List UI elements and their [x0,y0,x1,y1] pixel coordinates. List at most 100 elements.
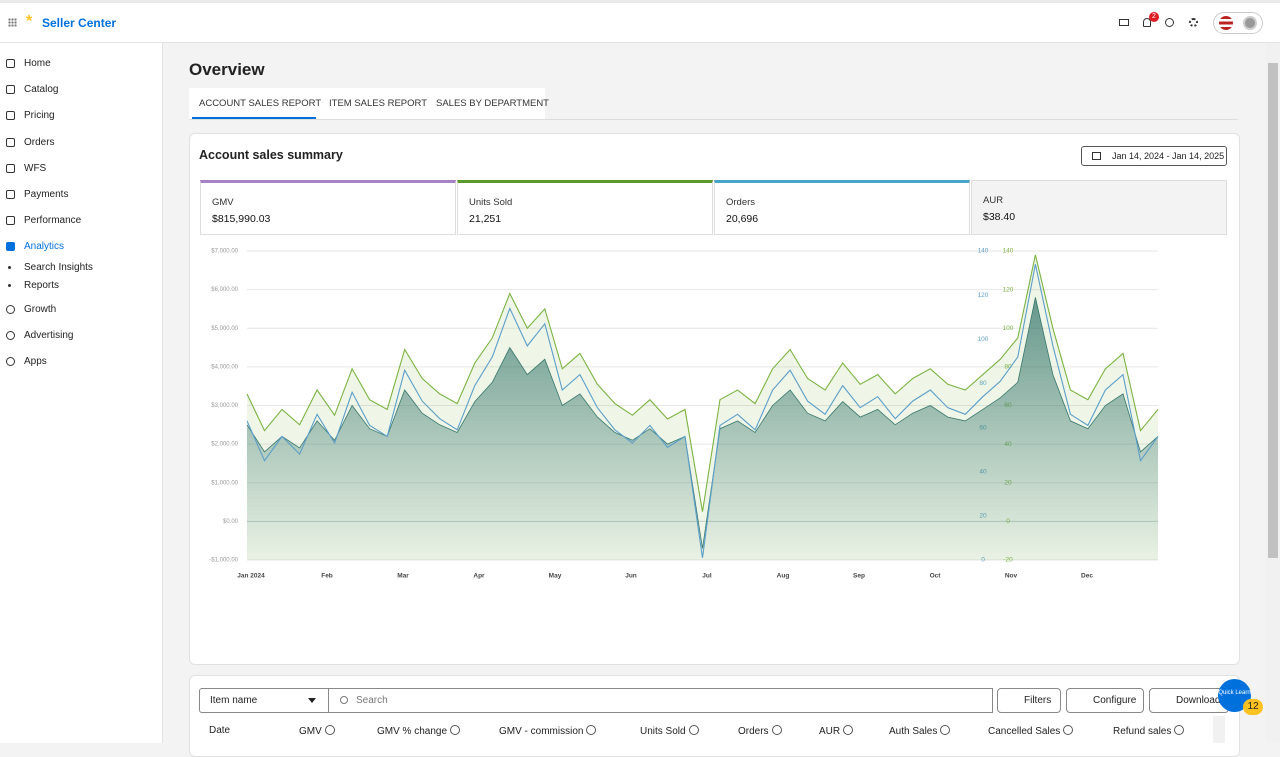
metric-card[interactable]: AUR $38.40 [971,180,1227,235]
x-tick-label: Jul [702,573,712,580]
column-label: Refund sales [1113,726,1172,737]
info-icon [450,725,461,735]
column-header: Auth Sales [889,725,951,737]
chart: -$1,000.00 $0.00 $1,000.00 $2,000.00 $3,000.… [209,248,1159,580]
x-tick-label: Dec [1081,573,1093,580]
quick-learn-label: Quick Learn [1218,690,1251,696]
search-input[interactable]: Search [329,688,993,713]
nav-item[interactable]: Growth [24,304,57,315]
y3-tick-label: 100 [1003,325,1014,332]
search-icon [340,696,348,704]
nav-icon [6,85,15,95]
date-range-button[interactable]: Jan 14, 2024 - Jan 14, 2025 [1081,146,1227,166]
nav-item[interactable]: WFS [24,162,47,174]
nav-icon [6,305,15,314]
nav-item[interactable]: Advertising [24,330,74,342]
spark-logo: * [26,13,33,30]
filter-select[interactable]: Item name [199,688,329,713]
info-icon [586,725,597,735]
column-label: Date [209,725,231,736]
nav-bullet [8,266,11,269]
date-range: Jan 14, 2024 - Jan 14, 2025 [1112,151,1225,161]
y-tick-label: $6,000.00 [211,287,238,293]
nav-sub-item[interactable]: Search Insights [24,262,93,273]
filters-button[interactable]: Filters [997,688,1061,713]
info-icon [843,725,854,735]
brand[interactable]: Seller Center [42,16,117,30]
column-header: AUR [819,725,854,737]
tab[interactable]: ITEM SALES REPORT [329,98,428,109]
y-tick-label: -$1,000.00 [209,558,238,564]
nav-item[interactable]: Home [24,58,51,69]
nav-item[interactable]: Pricing [24,110,55,122]
y2-tick-label: 140 [978,248,989,255]
series-line [246,297,1159,549]
column-label: GMV % change [377,726,448,737]
settings-icon[interactable] [1189,18,1198,27]
series-area [247,254,1158,560]
metric-value: $815,990.03 [212,213,271,225]
nav-icon [6,216,15,226]
nav-item[interactable]: Performance [24,215,82,227]
nav-item[interactable]: Apps [24,356,47,368]
nav-icon [6,111,15,121]
nav-item[interactable]: Orders [24,136,55,148]
filter-select-value: Item name [210,695,258,706]
metric-value: 20,696 [726,213,759,225]
y-tick-label: $4,000.00 [211,364,238,370]
nav-icon [6,190,15,199]
y3-tick-label: 80 [1004,364,1012,371]
series-line [246,264,1159,558]
button-label: Filters [1024,695,1052,706]
mail-icon[interactable] [1119,19,1129,26]
avatar [1243,16,1257,30]
download-button[interactable]: Download [1149,688,1229,713]
page-scrollbar [1266,43,1280,743]
nav-item[interactable]: Analytics [24,241,65,253]
y3-tick-label: 120 [1003,286,1014,293]
metric-card[interactable]: GMV $815,990.03 [200,180,456,235]
nav-item[interactable]: Payments [24,189,69,200]
nav-icon [6,357,15,367]
info-icon [1174,725,1185,735]
table-scrollbar [1213,716,1225,743]
column-label: GMV - commission [499,726,584,737]
metric-card[interactable]: Units Sold 21,251 [457,180,713,235]
column-header: Units Sold [640,725,699,737]
account-switch[interactable] [1213,12,1263,34]
info-icon [1063,725,1074,735]
configure-button[interactable]: Configure [1066,688,1144,713]
tab[interactable]: ACCOUNT SALES REPORT [199,98,322,109]
info-icon [688,725,699,735]
y2-tick-label: 0 [981,557,985,564]
apps-grid-icon[interactable] [8,18,17,27]
nav-bullet [8,284,11,287]
nav-icon [6,242,15,252]
y-tick-label: $2,000.00 [211,442,238,448]
column-label: GMV [299,726,322,737]
column-header: Date [209,725,230,736]
column-header: Refund sales [1113,725,1185,737]
x-tick-label: Nov [1005,573,1018,580]
nav-sub-item[interactable]: Reports [24,280,60,291]
nav-icon [6,59,15,68]
info-icon [771,725,782,735]
column-label: Units Sold [640,726,686,737]
scroll-thumb[interactable] [1268,63,1278,558]
x-tick-label: Jan 2024 [237,573,265,580]
help-icon[interactable] [1165,18,1174,27]
nav-item[interactable]: Catalog [24,84,59,96]
tab[interactable]: SALES BY DEPARTMENT [436,98,549,109]
card-title: Account sales summary [199,148,343,162]
metric-value: 21,251 [469,213,502,225]
y-tick-label: $3,000.00 [211,403,238,409]
info-icon [940,725,951,735]
page-title: Overview [189,60,265,79]
y2-tick-label: 80 [979,380,987,387]
metric-label: AUR [983,195,1004,206]
bell-icon[interactable] [1143,18,1151,27]
metric-card[interactable]: Orders 20,696 [714,180,970,235]
x-tick-label: Sep [853,573,865,580]
y-tick-label: $0.00 [223,519,239,525]
metric-value: $38.40 [983,211,1016,223]
